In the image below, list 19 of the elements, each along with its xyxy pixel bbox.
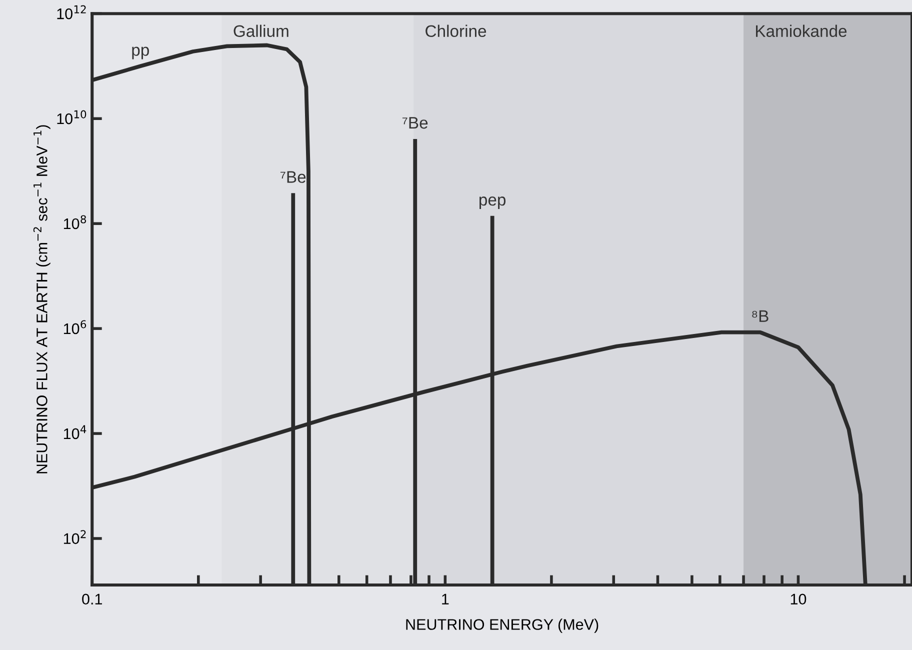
y-tick-label: 10$^{2}$	[64, 530, 86, 544]
y-tick-label: 10$^{4}$	[64, 425, 86, 440]
y-tick-label: 10$^{12}$	[57, 5, 86, 20]
y-tick-label: 10$^{6}$	[64, 320, 86, 334]
y-axis-title: NEUTRINO FLUX AT EARTH (cm$^{−2}$ sec$^{−1}$ MeV$^{−1}$)	[33, 125, 50, 474]
y-tick-label: 10$^{10}$	[57, 110, 86, 124]
band-label: Gallium	[234, 24, 288, 38]
annotation: ⁷Be	[402, 117, 428, 129]
y-tick-label: 10$^{8}$	[64, 215, 86, 230]
annotation: ⁷Be	[280, 171, 306, 183]
band-label: Chlorine	[426, 24, 486, 38]
x-axis-title: NEUTRINO ENERGY (MeV)	[406, 618, 598, 633]
annotation: pep	[479, 196, 506, 209]
band-label: Kamiokande	[756, 24, 847, 38]
x-tick-label: 0.1	[82, 594, 102, 605]
annotation: ⁸B	[752, 310, 768, 322]
annotation: pp	[132, 46, 149, 60]
x-tick-label: 10	[790, 594, 806, 605]
x-tick-label: 1	[442, 594, 449, 604]
